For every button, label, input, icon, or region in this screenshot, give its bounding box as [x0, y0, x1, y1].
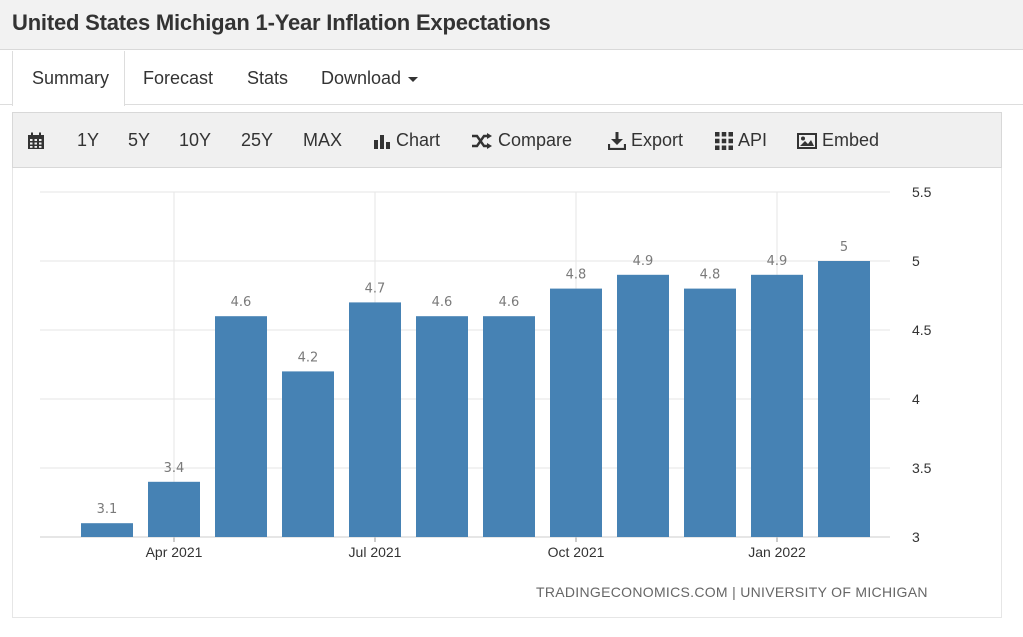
title-bar: United States Michigan 1-Year Inflation … — [0, 0, 1023, 50]
range-1y-button[interactable]: 1Y — [77, 130, 100, 150]
bar — [550, 288, 602, 537]
bar — [282, 371, 334, 537]
bar — [416, 316, 468, 537]
shuffle-icon — [471, 133, 493, 150]
y-tick-label: 3.5 — [912, 460, 932, 476]
range-10y-button[interactable]: 10Y — [179, 130, 212, 150]
data-label: 4.9 — [633, 254, 654, 269]
bar — [818, 261, 870, 537]
export-label: Export — [631, 130, 684, 150]
source-attribution[interactable]: TRADINGECONOMICS.COM | UNIVERSITY OF MIC… — [536, 584, 928, 600]
data-label: 4.6 — [499, 295, 520, 310]
data-label: 4.6 — [432, 295, 453, 310]
tab-stats[interactable]: Stats — [247, 68, 289, 88]
caret-down-icon — [408, 76, 419, 82]
api-label: API — [738, 130, 768, 150]
data-label: 3.4 — [164, 461, 185, 476]
y-tick-label: 4 — [912, 391, 920, 407]
compare-button[interactable]: Compare — [471, 113, 572, 167]
data-label: 4.2 — [298, 350, 319, 365]
bar — [81, 523, 133, 537]
x-tick-label: Jan 2022 — [748, 544, 806, 560]
chart-type-label: Chart — [396, 130, 441, 150]
download-icon — [608, 132, 626, 151]
chart-type-button[interactable]: Chart — [373, 113, 440, 167]
export-button[interactable]: Export — [608, 113, 683, 167]
x-tick-label: Jul 2021 — [349, 544, 402, 560]
y-tick-label: 3 — [912, 529, 920, 545]
tab-summary[interactable]: Summary — [12, 51, 126, 106]
tab-bar: Summary Forecast Stats Download — [0, 51, 1023, 106]
bar — [684, 288, 736, 537]
data-label: 4.9 — [767, 254, 788, 269]
y-tick-label: 5 — [912, 253, 920, 269]
calendar-icon — [27, 132, 45, 150]
range-25y-button[interactable]: 25Y — [241, 130, 274, 150]
tab-download[interactable]: Download — [321, 51, 419, 105]
data-label: 5 — [840, 240, 848, 255]
page-title: United States Michigan 1-Year Inflation … — [12, 10, 551, 35]
api-button[interactable]: API — [715, 113, 767, 167]
bar — [483, 316, 535, 537]
chart-toolbar: 1Y 5Y 10Y 25Y MAX Chart Compare — [12, 112, 1002, 168]
data-label: 4.7 — [365, 281, 386, 296]
x-tick-label: Apr 2021 — [146, 544, 203, 560]
compare-label: Compare — [498, 130, 573, 150]
embed-label: Embed — [822, 130, 880, 150]
embed-button[interactable]: Embed — [797, 113, 879, 167]
tab-forecast[interactable]: Forecast — [143, 68, 214, 88]
data-label: 4.8 — [566, 268, 587, 283]
bar-chart-icon — [373, 133, 391, 150]
x-tick-label: Oct 2021 — [548, 544, 605, 560]
data-label: 4.8 — [700, 268, 721, 283]
y-tick-label: 4.5 — [912, 322, 932, 338]
bar — [617, 274, 669, 537]
chart-panel — [12, 168, 1002, 618]
y-tick-label: 5.5 — [912, 184, 932, 200]
grid-icon — [715, 132, 733, 151]
range-max-button[interactable]: MAX — [303, 130, 343, 150]
tab-download-label: Download — [321, 68, 402, 88]
data-label: 3.1 — [97, 502, 118, 517]
bar — [349, 302, 401, 537]
data-label: 4.6 — [231, 295, 252, 310]
bar — [215, 316, 267, 537]
image-icon — [797, 133, 817, 150]
bar — [751, 274, 803, 537]
calendar-button[interactable] — [27, 113, 50, 167]
range-5y-button[interactable]: 5Y — [128, 130, 151, 150]
bar — [148, 481, 200, 537]
